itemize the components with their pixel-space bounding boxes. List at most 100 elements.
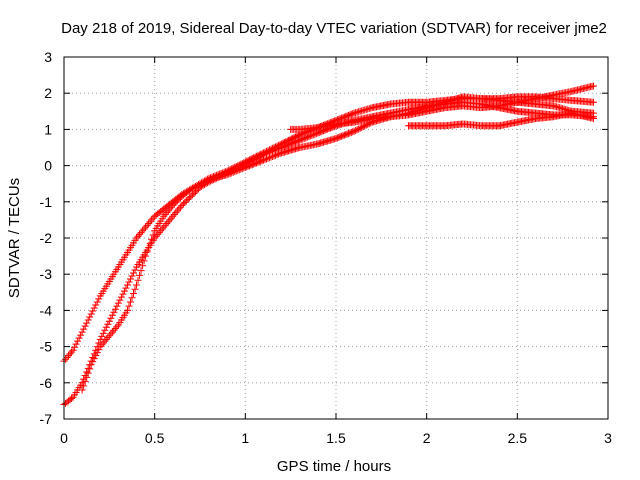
- y-tick-label: -5: [40, 339, 53, 355]
- y-tick-label: -6: [40, 375, 53, 391]
- data-point: [234, 166, 242, 174]
- data-point: [179, 200, 187, 208]
- data-point: [358, 123, 366, 131]
- y-tick-label: 0: [44, 158, 52, 174]
- data-point: [130, 269, 138, 277]
- data-point: [297, 136, 305, 144]
- data-point: [99, 329, 107, 337]
- y-tick-label: 2: [44, 85, 52, 101]
- data-point: [137, 229, 145, 237]
- data-point: [72, 340, 80, 348]
- data-point: [309, 131, 317, 139]
- y-tick-label: 3: [44, 49, 52, 65]
- data-point: [187, 185, 195, 193]
- data-point: [164, 207, 172, 215]
- data-point: [172, 209, 180, 217]
- data-point: [74, 337, 82, 345]
- data-point: [69, 346, 77, 354]
- data-point: [170, 210, 178, 218]
- data-point: [184, 195, 192, 203]
- data-point: [93, 298, 101, 306]
- data-point: [116, 296, 124, 304]
- y-tick-label: -4: [40, 302, 53, 318]
- data-point: [66, 350, 74, 358]
- data-point: [352, 126, 360, 134]
- axis-ticks: 0 0.5 1 1.5 2 2.5 3 -7 -6 -5 -4 -3 -2 -1 0 1 2 3: [40, 49, 613, 446]
- data-point: [178, 201, 186, 209]
- data-point: [349, 110, 357, 118]
- data-point: [188, 184, 196, 192]
- data-point: [303, 133, 311, 141]
- data-point: [175, 205, 183, 213]
- data-point: [194, 181, 202, 189]
- data-point: [223, 171, 231, 179]
- data-point: [157, 227, 165, 235]
- data-point: [261, 156, 269, 164]
- data-point: [137, 267, 145, 275]
- data-point: [108, 311, 116, 319]
- data-point: [105, 332, 113, 340]
- data-point: [146, 239, 154, 247]
- data-point: [237, 165, 245, 173]
- data-point: [128, 294, 136, 302]
- data-point: [68, 394, 76, 402]
- data-point: [80, 325, 88, 333]
- data-point: [113, 323, 121, 331]
- data-point: [122, 284, 130, 292]
- data-point: [193, 182, 201, 190]
- data-point: [149, 231, 157, 239]
- data-point: [111, 325, 119, 332]
- data-point: [107, 330, 115, 338]
- data-point: [84, 316, 92, 324]
- data-point: [96, 335, 104, 343]
- data-point: [77, 331, 85, 339]
- data-point: [170, 200, 178, 208]
- y-tick-label: -7: [40, 411, 53, 427]
- data-point: [110, 308, 118, 316]
- data-point: [95, 295, 103, 303]
- data-point: [176, 203, 184, 211]
- data-point: [229, 168, 237, 176]
- data-point: [275, 150, 283, 158]
- grid-lines: [64, 57, 608, 419]
- data-point: [104, 320, 112, 328]
- y-tick-label: -1: [40, 194, 53, 210]
- data-point: [71, 343, 79, 351]
- data-point: [350, 127, 358, 135]
- data-point: [130, 290, 138, 298]
- data-point: [148, 235, 156, 243]
- data-point: [142, 223, 150, 231]
- data-point: [101, 326, 109, 334]
- data-point: [196, 180, 204, 188]
- data-point: [120, 287, 128, 295]
- data-point: [143, 248, 151, 256]
- data-point: [267, 153, 275, 161]
- y-tick-label: 1: [44, 121, 52, 137]
- data-point: [93, 349, 101, 357]
- x-tick-label: 2.5: [508, 430, 528, 446]
- data-point: [128, 272, 136, 280]
- data-point: [83, 373, 91, 381]
- data-point: [589, 115, 597, 123]
- data-point: [148, 216, 156, 224]
- data-point: [225, 170, 233, 178]
- data-point: [161, 221, 169, 229]
- data-point: [172, 198, 180, 206]
- data-point: [167, 203, 175, 211]
- data-point: [142, 252, 150, 260]
- data-point: [589, 82, 597, 90]
- data-point: [589, 98, 597, 106]
- data-point: [187, 192, 195, 200]
- data-point: [123, 306, 131, 314]
- data-point: [305, 133, 313, 141]
- data-point: [107, 314, 115, 322]
- data-point: [143, 221, 151, 229]
- data-point: [68, 348, 76, 356]
- y-tick-label: -2: [40, 230, 53, 246]
- data-point: [166, 205, 174, 213]
- data-point: [98, 341, 106, 349]
- x-tick-label: 1: [241, 430, 249, 446]
- series-track-3: [78, 93, 597, 394]
- data-point: [311, 130, 319, 138]
- data-point: [89, 358, 97, 366]
